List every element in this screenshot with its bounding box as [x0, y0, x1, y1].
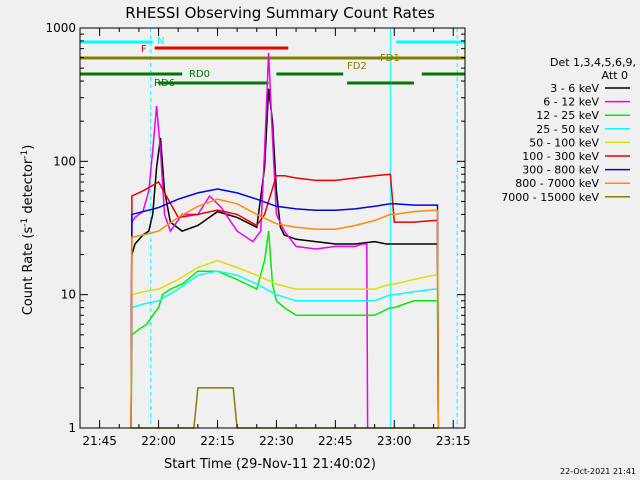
flag-label-fd1: FD1: [380, 53, 400, 64]
y-axis-label-mid: detector: [21, 158, 36, 218]
y-tick-label: 100: [53, 154, 76, 168]
x-tick-label: 23:00: [377, 434, 412, 448]
chart-title: RHESSI Observing Summary Count Rates: [125, 4, 435, 22]
footer-date: 22-Oct-2021 21:41: [560, 467, 636, 476]
y-axis-label-main: Count Rate (s: [21, 227, 36, 316]
x-tick-label: 22:00: [141, 434, 176, 448]
series-line-2: [130, 230, 440, 429]
y-axis-label-sup1: -1: [20, 218, 30, 227]
legend-item-label: 12 - 25 keV: [536, 109, 599, 122]
y-axis-label-close: ): [21, 145, 36, 150]
plot-frame: [79, 27, 466, 429]
flag-label-f: F: [141, 44, 147, 55]
x-tick-label: 22:30: [259, 434, 294, 448]
flag-label-rd6: RD6: [154, 78, 175, 89]
x-tick-label: 22:45: [318, 434, 353, 448]
flag-label-fd2: FD2: [347, 61, 367, 72]
series-line-0: [130, 88, 440, 429]
series-line-3: [130, 270, 440, 429]
flag-label-rd0: RD0: [189, 69, 210, 80]
legend-item-label: 800 - 7000 keV: [515, 177, 599, 190]
x-tick-label: 22:15: [200, 434, 235, 448]
series-line-5: [130, 173, 440, 429]
y-axis-label-sup2: -1: [20, 150, 30, 159]
legend-item-label: 7000 - 15000 keV: [501, 191, 599, 204]
x-tick-label: 23:15: [436, 434, 471, 448]
y-axis-label: Count Rate (s-1 detector-1): [20, 145, 36, 316]
legend-item-label: 6 - 12 keV: [543, 96, 599, 109]
legend-item-label: 300 - 800 keV: [522, 164, 599, 177]
series-line-1: [130, 52, 369, 429]
series-line-6: [130, 188, 440, 429]
flag-label-n: N: [157, 36, 164, 47]
legend-header-attenuator: Att 0: [602, 69, 628, 82]
y-tick-label: 1000: [45, 21, 76, 35]
series-line-4: [130, 259, 440, 429]
legend-item-label: 100 - 300 keV: [522, 150, 599, 163]
y-tick-label: 1: [68, 421, 76, 435]
legend-item-label: 50 - 100 keV: [529, 136, 599, 149]
legend-header-detectors: Det 1,3,4,5,6,9,: [550, 56, 636, 69]
x-tick-label: 21:45: [82, 434, 117, 448]
series-line-7: [130, 198, 440, 429]
y-tick-label: 10: [61, 288, 76, 302]
x-axis-label: Start Time (29-Nov-11 21:40:02): [164, 457, 376, 472]
legend-item-label: 3 - 6 keV: [550, 82, 599, 95]
legend-item-label: 25 - 50 keV: [536, 123, 599, 136]
axes: 1 10 100 1000 21:45 22:00 22:15 22:30 22:45 23:00…: [45, 21, 470, 448]
